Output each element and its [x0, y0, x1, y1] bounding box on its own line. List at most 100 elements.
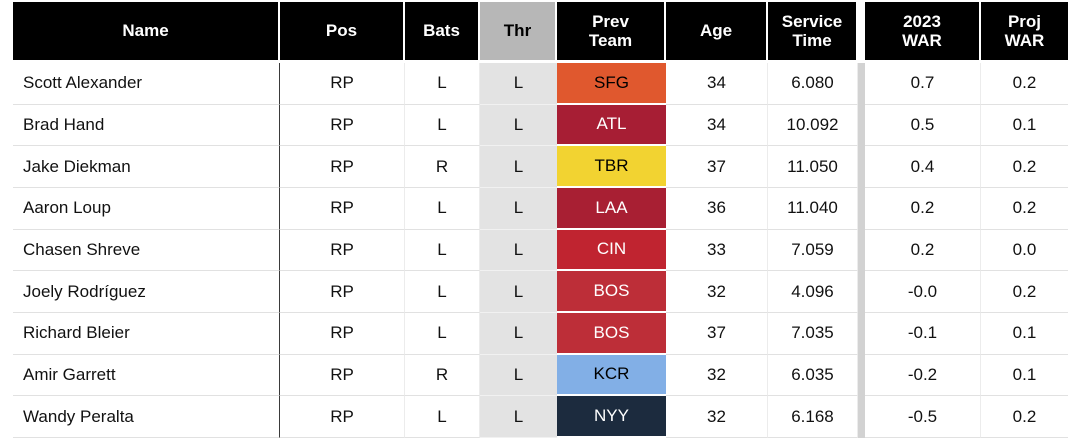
column-header-pos[interactable]: Pos: [280, 2, 405, 60]
bats-cell[interactable]: L: [405, 63, 480, 105]
position-cell[interactable]: RP: [280, 354, 405, 397]
position-cell[interactable]: RP: [280, 271, 405, 313]
player-name-cell[interactable]: Chasen Shreve: [13, 229, 280, 272]
bats-cell[interactable]: L: [405, 396, 480, 438]
prev-team-chip[interactable]: ATL: [557, 104, 666, 147]
player-name-cell[interactable]: Amir Garrett: [13, 354, 280, 397]
position-cell[interactable]: RP: [280, 312, 405, 355]
proj-war-cell[interactable]: 0.2: [981, 187, 1068, 230]
column-header-bats[interactable]: Bats: [405, 2, 480, 60]
prev-team-chip[interactable]: KCR: [557, 354, 666, 397]
player-name-cell[interactable]: Brad Hand: [13, 104, 280, 147]
war-2023-cell[interactable]: 0.4: [865, 146, 981, 188]
table-row: Jake Diekman RP R L TBR 37 11.050 0.4 0.…: [13, 146, 1068, 188]
proj-war-cell[interactable]: 0.2: [981, 63, 1068, 105]
age-cell[interactable]: 34: [666, 63, 768, 105]
prev-team-chip[interactable]: NYY: [557, 396, 666, 438]
column-header-prev-team[interactable]: Prev Team: [557, 2, 666, 60]
table-row: Scott Alexander RP L L SFG 34 6.080 0.7 …: [13, 63, 1068, 105]
player-name-cell[interactable]: Joely Rodríguez: [13, 271, 280, 313]
frozen-pane-divider: [858, 187, 865, 230]
bats-cell[interactable]: L: [405, 229, 480, 272]
service-time-cell[interactable]: 7.059: [768, 229, 858, 272]
player-name-cell[interactable]: Jake Diekman: [13, 146, 280, 188]
war-2023-cell[interactable]: 0.2: [865, 187, 981, 230]
frozen-pane-divider: [858, 229, 865, 272]
bats-cell[interactable]: R: [405, 146, 480, 188]
throws-cell[interactable]: L: [480, 104, 557, 147]
service-time-cell[interactable]: 11.050: [768, 146, 858, 188]
bats-cell[interactable]: L: [405, 187, 480, 230]
proj-war-cell[interactable]: 0.1: [981, 312, 1068, 355]
position-cell[interactable]: RP: [280, 229, 405, 272]
bats-cell[interactable]: L: [405, 312, 480, 355]
prev-team-chip[interactable]: SFG: [557, 63, 666, 105]
service-time-cell[interactable]: 6.080: [768, 63, 858, 105]
table-body: Scott Alexander RP L L SFG 34 6.080 0.7 …: [13, 63, 1068, 438]
proj-war-cell[interactable]: 0.0: [981, 229, 1068, 272]
age-cell[interactable]: 37: [666, 146, 768, 188]
age-cell[interactable]: 32: [666, 354, 768, 397]
service-time-cell[interactable]: 10.092: [768, 104, 858, 147]
age-cell[interactable]: 34: [666, 104, 768, 147]
table-row: Amir Garrett RP R L KCR 32 6.035 -0.2 0.…: [13, 354, 1068, 397]
war-2023-cell[interactable]: 0.2: [865, 229, 981, 272]
proj-war-cell[interactable]: 0.2: [981, 396, 1068, 438]
war-2023-cell[interactable]: -0.5: [865, 396, 981, 438]
service-time-cell[interactable]: 7.035: [768, 312, 858, 355]
war-2023-cell[interactable]: 0.5: [865, 104, 981, 147]
player-name-cell[interactable]: Aaron Loup: [13, 187, 280, 230]
prev-team-chip[interactable]: BOS: [557, 312, 666, 355]
throws-cell[interactable]: L: [480, 146, 557, 188]
column-header-service-time[interactable]: Service Time: [768, 2, 858, 60]
proj-war-cell[interactable]: 0.2: [981, 146, 1068, 188]
war-2023-cell[interactable]: -0.1: [865, 312, 981, 355]
frozen-pane-divider: [858, 396, 865, 438]
age-cell[interactable]: 37: [666, 312, 768, 355]
age-cell[interactable]: 36: [666, 187, 768, 230]
table-row: Chasen Shreve RP L L CIN 33 7.059 0.2 0.…: [13, 229, 1068, 272]
age-cell[interactable]: 32: [666, 396, 768, 438]
service-time-cell[interactable]: 11.040: [768, 187, 858, 230]
column-header-2023-war[interactable]: 2023 WAR: [865, 2, 981, 60]
throws-cell[interactable]: L: [480, 271, 557, 313]
position-cell[interactable]: RP: [280, 63, 405, 105]
bats-cell[interactable]: L: [405, 271, 480, 313]
column-header-age[interactable]: Age: [666, 2, 768, 60]
bats-cell[interactable]: R: [405, 354, 480, 397]
throws-cell[interactable]: L: [480, 63, 557, 105]
position-cell[interactable]: RP: [280, 396, 405, 438]
proj-war-cell[interactable]: 0.2: [981, 271, 1068, 313]
war-2023-cell[interactable]: 0.7: [865, 63, 981, 105]
service-time-cell[interactable]: 6.168: [768, 396, 858, 438]
prev-team-chip[interactable]: BOS: [557, 271, 666, 313]
prev-team-chip[interactable]: LAA: [557, 187, 666, 230]
war-2023-cell[interactable]: -0.0: [865, 271, 981, 313]
age-cell[interactable]: 33: [666, 229, 768, 272]
frozen-pane-divider: [858, 271, 865, 313]
proj-war-cell[interactable]: 0.1: [981, 354, 1068, 397]
service-time-cell[interactable]: 4.096: [768, 271, 858, 313]
prev-team-chip[interactable]: CIN: [557, 229, 666, 272]
proj-war-cell[interactable]: 0.1: [981, 104, 1068, 147]
throws-cell[interactable]: L: [480, 229, 557, 272]
column-header-proj-war[interactable]: Proj WAR: [981, 2, 1068, 60]
throws-cell[interactable]: L: [480, 354, 557, 397]
service-time-cell[interactable]: 6.035: [768, 354, 858, 397]
player-name-cell[interactable]: Scott Alexander: [13, 63, 280, 105]
age-cell[interactable]: 32: [666, 271, 768, 313]
player-name-cell[interactable]: Wandy Peralta: [13, 396, 280, 438]
column-header-name[interactable]: Name: [13, 2, 280, 60]
prev-team-chip[interactable]: TBR: [557, 146, 666, 188]
throws-cell[interactable]: L: [480, 187, 557, 230]
column-header-thr[interactable]: Thr: [480, 2, 557, 60]
throws-cell[interactable]: L: [480, 396, 557, 438]
frozen-pane-divider-header: [858, 2, 865, 60]
position-cell[interactable]: RP: [280, 104, 405, 147]
bats-cell[interactable]: L: [405, 104, 480, 147]
throws-cell[interactable]: L: [480, 312, 557, 355]
position-cell[interactable]: RP: [280, 146, 405, 188]
position-cell[interactable]: RP: [280, 187, 405, 230]
war-2023-cell[interactable]: -0.2: [865, 354, 981, 397]
player-name-cell[interactable]: Richard Bleier: [13, 312, 280, 355]
